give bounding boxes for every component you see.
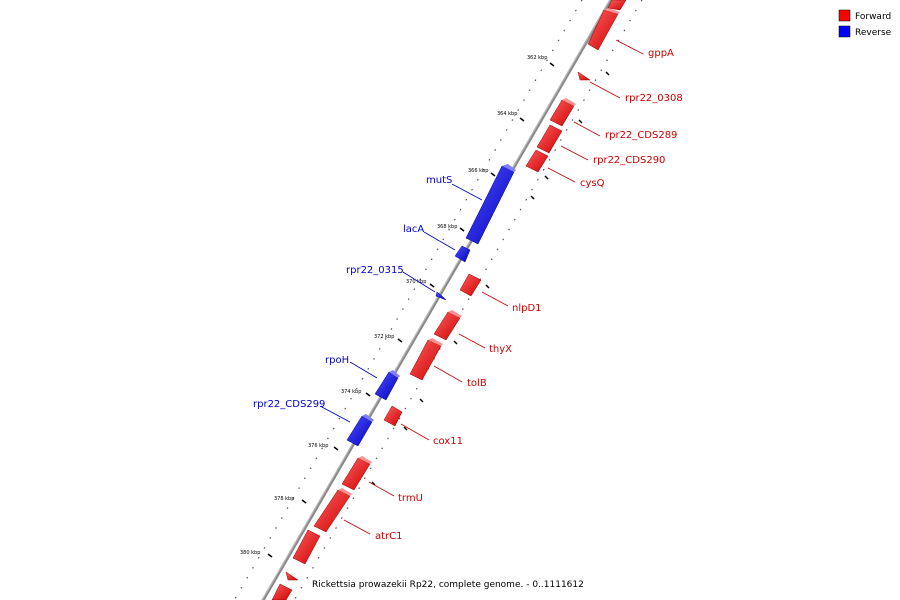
tick-label: 372 kbp bbox=[374, 334, 394, 340]
gene-gppA[interactable] bbox=[587, 8, 620, 51]
forward-genes bbox=[271, 0, 627, 600]
label-tolB[interactable]: tolB bbox=[467, 378, 487, 389]
gene-labels: gppA rpr22_0308 rpr22_CDS289 rpr22_CDS29… bbox=[253, 39, 683, 542]
label-rpoH[interactable]: rpoH bbox=[325, 355, 349, 366]
gene-forward-unlabeled-2[interactable] bbox=[285, 571, 299, 581]
gene-mutS[interactable] bbox=[465, 164, 516, 245]
legend-label-forward: Forward bbox=[855, 12, 891, 22]
label-lacA[interactable]: lacA bbox=[403, 224, 424, 235]
gene-rpr22_0308[interactable] bbox=[577, 71, 591, 81]
tick: 374 kbp bbox=[341, 389, 371, 397]
label-thyX[interactable]: thyX bbox=[489, 344, 512, 355]
tick: 362 kbp bbox=[527, 55, 555, 67]
label-rpr22_0308[interactable]: rpr22_0308 bbox=[625, 93, 683, 104]
label-mutS[interactable]: mutS bbox=[426, 175, 452, 186]
tick: 376 kbp bbox=[308, 443, 339, 451]
gene-rpr22_CDS299[interactable] bbox=[346, 414, 374, 447]
gene-rpr22_CDS290[interactable] bbox=[536, 124, 563, 154]
gene-rpoH[interactable] bbox=[374, 370, 400, 401]
tick: 380 kbp bbox=[240, 550, 273, 558]
gene-rpr22_CDS289[interactable] bbox=[549, 98, 576, 127]
outer-minor-ticks bbox=[371, 71, 610, 486]
label-cox11[interactable]: cox11 bbox=[433, 436, 463, 447]
label-atrC1[interactable]: atrC1 bbox=[375, 531, 403, 542]
gene-thyX[interactable] bbox=[433, 310, 462, 341]
gene-lacA[interactable] bbox=[454, 245, 471, 263]
genome-backbone bbox=[261, 0, 613, 600]
tick-label: 366 kbp bbox=[468, 168, 488, 174]
tick: 368 kbp bbox=[437, 224, 465, 232]
reverse-genes bbox=[346, 164, 516, 447]
tick-label: 374 kbp bbox=[341, 389, 361, 395]
label-rpr22_0315[interactable]: rpr22_0315 bbox=[346, 265, 404, 276]
tick-label: 368 kbp bbox=[437, 224, 457, 230]
tick-label: 370 kbp bbox=[406, 279, 426, 285]
gene-tolB[interactable] bbox=[409, 338, 443, 381]
label-nlpD1[interactable]: nlpD1 bbox=[512, 303, 542, 314]
legend: Forward Reverse bbox=[838, 9, 892, 38]
label-rpr22_CDS289[interactable]: rpr22_CDS289 bbox=[605, 130, 677, 141]
gene-forward-top[interactable] bbox=[607, 0, 627, 11]
label-rpr22_CDS299[interactable]: rpr22_CDS299 bbox=[253, 399, 325, 410]
legend-item-forward: Forward bbox=[838, 9, 891, 22]
inner-dotted-guide bbox=[233, 0, 583, 600]
label-trmU[interactable]: trmU bbox=[398, 493, 423, 504]
legend-item-reverse: Reverse bbox=[838, 25, 892, 38]
gene-trmU[interactable] bbox=[341, 456, 372, 491]
gene-cysQ[interactable] bbox=[525, 149, 549, 173]
tick: 364 kbp bbox=[497, 111, 525, 122]
tick-label: 380 kbp bbox=[240, 550, 260, 556]
legend-swatch-reverse bbox=[838, 25, 851, 38]
gene-cox11[interactable] bbox=[383, 405, 403, 427]
genome-caption: Rickettsia prowazekii Rp22, complete gen… bbox=[312, 580, 584, 590]
gene-forward-unlabeled-3[interactable] bbox=[271, 583, 293, 600]
tick: 370 kbp bbox=[406, 279, 435, 288]
tick: 378 kbp bbox=[274, 496, 307, 504]
gene-nlpD1[interactable] bbox=[459, 273, 482, 297]
label-cysQ[interactable]: cysQ bbox=[580, 178, 605, 189]
tick-label: 364 kbp bbox=[497, 111, 517, 117]
tick-label: 378 kbp bbox=[274, 496, 294, 502]
gene-forward-unlabeled-1[interactable] bbox=[292, 529, 321, 565]
legend-swatch-forward bbox=[838, 9, 851, 22]
tick: 372 kbp bbox=[374, 334, 403, 343]
gene-atrC1[interactable] bbox=[313, 488, 352, 533]
label-rpr22_CDS290[interactable]: rpr22_CDS290 bbox=[593, 155, 665, 166]
legend-label-reverse: Reverse bbox=[855, 28, 892, 38]
label-gppA[interactable]: gppA bbox=[648, 48, 674, 59]
tick: 366 kbp bbox=[468, 168, 496, 177]
gene-rpr22_0315[interactable] bbox=[435, 291, 447, 301]
outer-dotted-guide bbox=[293, 0, 643, 600]
tick-label: 376 kbp bbox=[308, 443, 328, 449]
tick-label: 362 kbp bbox=[527, 55, 547, 61]
genome-backbone-highlight bbox=[261, 0, 611, 600]
scale-ticks: 362 kbp 364 kbp 366 kbp 368 kbp 370 kbp … bbox=[240, 55, 555, 558]
